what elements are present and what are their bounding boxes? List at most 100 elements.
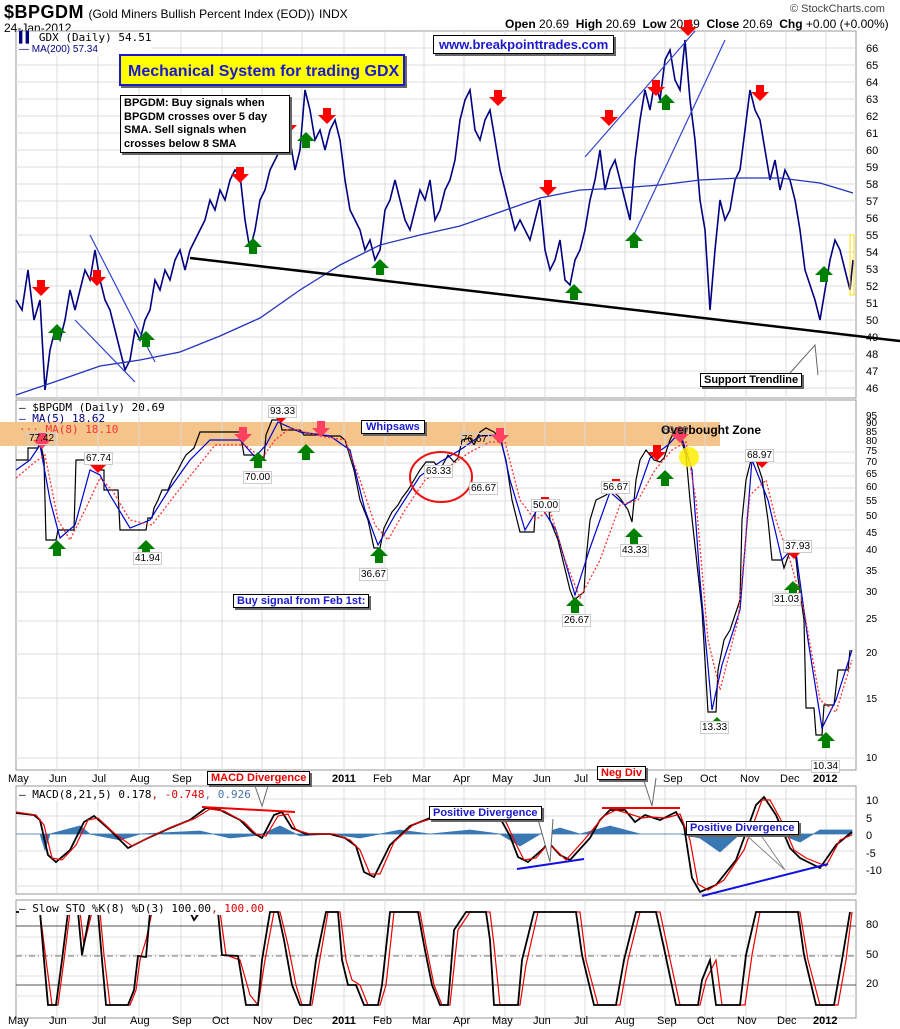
bp-buy-arrows: [48, 444, 835, 748]
tick: 85: [866, 427, 878, 438]
tick: 53: [866, 264, 879, 276]
support-trendline-label: Support Trendline: [700, 373, 803, 387]
month: Sep: [663, 773, 683, 785]
data-label: 67.74: [84, 452, 114, 465]
tick: 10: [866, 753, 878, 764]
tick: 80: [866, 436, 878, 447]
legend-gdx: GDX (Daily) 54.51: [38, 31, 152, 44]
tick: 25: [866, 614, 878, 625]
month: Feb: [373, 773, 392, 785]
month: Aug: [130, 1015, 150, 1027]
stockcharts-credit: © StockCharts.com: [790, 3, 885, 15]
data-label: 10.34: [811, 760, 841, 773]
month: Jul: [92, 1015, 107, 1027]
tick: 95: [866, 411, 878, 422]
stochastic-panel: [15, 899, 857, 1019]
month: 2011: [332, 773, 356, 785]
bpgdm-panel: [0, 399, 857, 771]
month: May: [492, 1015, 513, 1027]
rules-line: SMA. Sell signals when: [124, 124, 247, 136]
month: 2012: [813, 773, 838, 785]
tick: 55: [866, 230, 879, 242]
sto-k-line: [16, 911, 851, 1006]
rules-line: crosses below 8 SMA: [124, 137, 237, 150]
tick: 50: [866, 315, 879, 327]
symbol-description: (Gold Miners Bullish Percent Index (EOD)…: [88, 7, 315, 21]
tick: 0: [866, 830, 873, 842]
buy-signal-feb-label: Buy signal from Feb 1st:: [233, 594, 370, 608]
chg-value: +0.00 (+0.00%): [805, 17, 889, 31]
tick: 51: [866, 298, 879, 310]
month: Feb: [373, 1015, 392, 1027]
rising-channel-lower: [629, 39, 726, 244]
tick: 58: [866, 179, 879, 191]
month: Oct: [212, 1015, 230, 1027]
data-label: 63.33: [424, 465, 454, 478]
pos-div-line-2: [701, 863, 829, 897]
tick: 64: [866, 77, 879, 89]
month: Dec: [777, 1015, 797, 1027]
tick: 59: [866, 162, 879, 174]
month: Jul: [92, 773, 107, 785]
support-trendline: [189, 256, 900, 343]
tick: 20: [866, 648, 878, 659]
month: 2012: [813, 1015, 838, 1027]
tick: 46: [866, 383, 879, 395]
tick: 45: [866, 528, 878, 539]
price-y-axis: 66 65 64 63 62 61 60 59 58 57 56 55 54 5…: [866, 41, 878, 398]
legend-ma8: MA(8) 18.10: [45, 423, 119, 436]
macd-legend: — MACD(8,21,5) 0.178, -0.748, 0.926: [19, 788, 251, 801]
positive-divergence-label-2: Positive Divergence: [686, 821, 799, 835]
month: Jul: [574, 773, 589, 785]
month: Mar: [412, 773, 431, 785]
month: Jul: [574, 1015, 589, 1027]
month: Sep: [172, 1015, 192, 1027]
month: Apr: [453, 1015, 471, 1027]
tick: 52: [866, 281, 879, 293]
month: Jun: [49, 773, 67, 785]
month: Sep: [657, 1015, 677, 1027]
month-axis-bottom: May Jun Jul Aug Sep Oct Nov Dec 2011 Feb…: [0, 1015, 900, 1029]
tick: 61: [866, 128, 879, 140]
data-label: 37.93: [783, 540, 813, 553]
tick: 40: [866, 545, 878, 556]
tick: 49: [866, 332, 879, 344]
rules-line: BPGDM: Buy signals when: [124, 97, 265, 109]
high-value: 20.69: [605, 17, 636, 31]
tick: 66: [866, 43, 879, 55]
legend-sto-k: Slow STO %K(8) %D(3) 100.00: [32, 902, 212, 915]
data-label: 80.00: [663, 425, 689, 436]
ohlc-readout: Open 20.69 High 20.69 Low 20.69 Close 20…: [505, 17, 889, 31]
month: Aug: [615, 1015, 635, 1027]
month: Nov: [737, 1015, 757, 1027]
tick: 35: [866, 566, 878, 577]
pos-div-line-1: [516, 858, 585, 870]
rules-line: BPGDM crosses over 5 day: [124, 110, 268, 123]
tick: 57: [866, 196, 879, 208]
ma200-line: [15, 177, 854, 396]
bpgdm-line: [16, 419, 851, 736]
tick: 50: [866, 511, 878, 522]
ma8-line: [15, 427, 853, 714]
yellow-highlight: [679, 447, 699, 467]
tick: 47: [866, 366, 879, 378]
data-label: 68.97: [745, 449, 775, 462]
data-label: 36.67: [359, 568, 389, 581]
tick: 65: [866, 469, 878, 480]
sto-legend: — Slow STO %K(8) %D(3) 100.00, 100.00: [19, 902, 265, 915]
tick: 50: [866, 949, 879, 961]
price-panel: [15, 20, 900, 399]
macd-divergence-label: MACD Divergence: [207, 771, 311, 785]
rising-channel-upper: [584, 30, 696, 158]
tick: 75: [866, 446, 878, 457]
high-label: High: [575, 17, 603, 31]
whipsaws-label: Whipsaws: [361, 420, 425, 434]
month: Nov: [740, 773, 760, 785]
open-label: Open: [505, 17, 536, 31]
month: 2011: [332, 1015, 356, 1027]
tick: 56: [866, 213, 879, 225]
tick: 63: [866, 94, 879, 106]
positive-divergence-label-1: Positive Divergence: [429, 806, 542, 820]
month: Jun: [49, 1015, 67, 1027]
low-label: Low: [642, 17, 667, 31]
